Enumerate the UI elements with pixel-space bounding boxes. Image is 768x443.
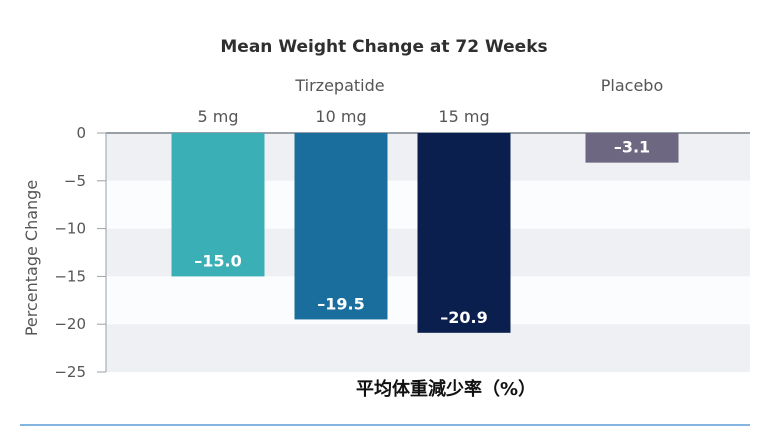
bar-5-mg: [171, 133, 265, 277]
y-axis-label: Percentage Change: [22, 180, 41, 336]
y-tick-label: −25: [54, 363, 86, 381]
chart-title: Mean Weight Change at 72 Weeks: [220, 37, 547, 57]
y-tick-label: −20: [54, 315, 86, 333]
category-label: 15 mg: [438, 107, 489, 126]
bars: [171, 133, 679, 333]
group-label-placebo: Placebo: [601, 76, 663, 95]
value-label: –20.9: [440, 308, 487, 327]
bar-15-mg: [417, 133, 511, 333]
value-label: –3.1: [614, 138, 650, 157]
y-tick-label: 0: [76, 124, 86, 142]
category-label: 5 mg: [197, 107, 238, 126]
bar-placebo: [585, 133, 679, 163]
value-label: –15.0: [194, 251, 241, 270]
y-tick-label: −10: [54, 220, 86, 238]
labels: –15.0 5 mg –19.5 10 mg –20.9 15 mg –3.1: [194, 107, 650, 327]
group-label-tirzepatide: Tirzepatide: [294, 76, 384, 95]
y-tick-label: −5: [64, 172, 86, 190]
bar-10-mg: [294, 133, 388, 320]
category-label: 10 mg: [315, 107, 366, 126]
value-label: –19.5: [317, 294, 364, 313]
chart-caption: 平均体重減少率（%）: [356, 378, 536, 400]
y-tick-label: −15: [54, 267, 86, 285]
